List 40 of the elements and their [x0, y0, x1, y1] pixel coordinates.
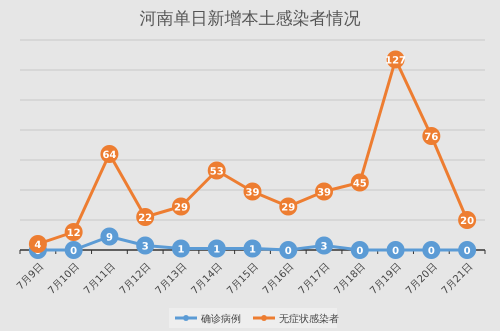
data-label: 20	[460, 216, 474, 227]
data-label: 9	[106, 232, 113, 244]
legend-label: 无症状感染者	[279, 313, 339, 325]
data-label: 39	[317, 188, 332, 198]
data-label: 3	[320, 242, 328, 252]
data-label: 1	[177, 244, 184, 256]
data-label: 0	[464, 246, 471, 257]
data-label: 12	[66, 228, 81, 239]
x-tick-label: 7月19日	[368, 261, 404, 297]
x-tick-label: 7月11日	[82, 261, 118, 297]
data-label: 45	[352, 178, 367, 190]
data-label: 0	[70, 246, 78, 257]
data-label: 0	[284, 246, 292, 257]
data-label: 1	[249, 244, 256, 256]
data-label: 0	[428, 246, 435, 257]
data-label: 0	[356, 246, 364, 257]
legend-label: 确诊病例	[200, 313, 241, 325]
x-tick-label: 7月20日	[404, 261, 440, 297]
x-tick-label: 7月14日	[189, 261, 225, 297]
x-tick-label: 7月9日	[15, 261, 46, 292]
x-tick-label: 7月10日	[46, 261, 82, 297]
x-tick-label: 7月15日	[225, 261, 261, 297]
data-label: 4	[34, 240, 42, 251]
data-label: 39	[246, 188, 260, 198]
data-label: 29	[174, 202, 188, 214]
data-label: 29	[281, 202, 296, 214]
data-label: 64	[102, 150, 116, 161]
x-tick-label: 7月17日	[296, 261, 332, 297]
chart-title: 河南单日新增本土感染者情况	[140, 9, 360, 29]
x-tick-label: 7月16日	[260, 261, 296, 297]
x-tick-label: 7月13日	[154, 261, 190, 297]
x-tick-label: 7月12日	[118, 261, 154, 297]
x-tick-label: 7月18日	[332, 261, 368, 297]
x-tick-label: 7月21日	[440, 261, 476, 297]
data-label: 0	[392, 246, 400, 257]
data-label: 22	[138, 213, 152, 224]
data-label: 1	[213, 244, 220, 256]
data-label: 3	[142, 242, 149, 252]
data-label: 53	[210, 166, 224, 178]
data-label: 76	[424, 132, 438, 143]
